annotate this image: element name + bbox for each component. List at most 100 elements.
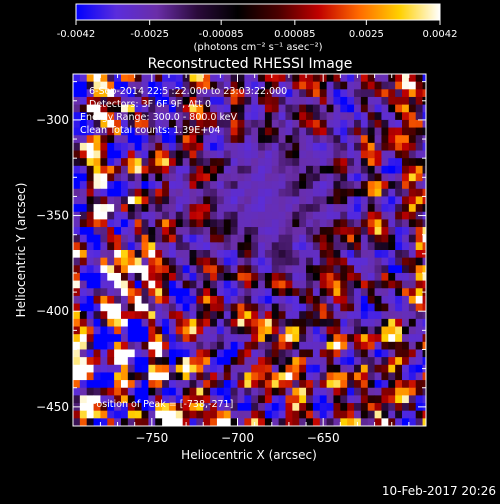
heatmap-pixel xyxy=(182,410,191,419)
heatmap-pixel xyxy=(374,173,382,182)
heatmap-pixel xyxy=(162,318,170,328)
heatmap-pixel xyxy=(251,334,259,343)
heatmap-pixel xyxy=(415,349,424,358)
heatmap-pixel xyxy=(340,104,348,113)
heatmap-pixel xyxy=(223,227,232,236)
heatmap-pixel xyxy=(374,150,382,159)
heatmap-pixel xyxy=(271,341,280,350)
heatmap-pixel xyxy=(120,158,129,167)
heatmap-pixel xyxy=(326,165,334,174)
heatmap-pixel xyxy=(347,196,355,205)
heatmap-pixel xyxy=(175,326,184,335)
heatmap-pixel xyxy=(86,265,95,274)
heatmap-pixel xyxy=(306,227,314,236)
heatmap-pixel xyxy=(196,242,204,251)
heatmap-pixel xyxy=(230,142,239,152)
heatmap-pixel xyxy=(107,387,115,396)
heatmap-pixel xyxy=(319,158,328,167)
heatmap-pixel xyxy=(148,181,156,190)
heatmap-pixel xyxy=(319,242,328,251)
heatmap-pixel xyxy=(93,135,101,144)
heatmap-pixel xyxy=(360,295,369,305)
heatmap-pixel xyxy=(278,257,286,266)
heatmap-pixel xyxy=(278,81,286,90)
heatmap-pixel xyxy=(422,242,426,251)
heatmap-pixel xyxy=(354,410,362,419)
heatmap-pixel xyxy=(148,204,156,213)
heatmap-pixel xyxy=(271,403,280,412)
heatmap-pixel xyxy=(134,357,143,366)
heatmap-pixel xyxy=(251,257,259,266)
heatmap-pixel xyxy=(216,219,225,228)
heatmap-pixel xyxy=(408,234,417,243)
heatmap-pixel xyxy=(258,96,266,106)
heatmap-pixel xyxy=(175,173,184,182)
heatmap-pixel xyxy=(114,372,122,381)
heatmap-pixel xyxy=(189,211,197,220)
heatmap-pixel xyxy=(182,295,191,305)
heatmap-pixel xyxy=(120,127,129,136)
heatmap-pixel xyxy=(196,227,204,236)
heatmap-pixel xyxy=(196,196,204,205)
heatmap-pixel xyxy=(264,265,273,274)
heatmap-pixel xyxy=(114,150,122,159)
heatmap-pixel xyxy=(196,357,204,366)
heatmap-pixel xyxy=(237,142,245,152)
heatmap-pixel xyxy=(230,196,239,205)
heatmap-pixel xyxy=(319,81,328,90)
heatmap-pixel xyxy=(347,150,355,159)
heatmap-pixel xyxy=(148,112,156,121)
heatmap-pixel xyxy=(79,326,88,335)
heatmap-pixel xyxy=(422,341,426,350)
heatmap-pixel xyxy=(299,211,307,220)
heatmap-pixel xyxy=(141,112,149,121)
heatmap-pixel xyxy=(374,272,382,282)
heatmap-pixel xyxy=(388,135,396,144)
heatmap-pixel xyxy=(127,387,136,396)
heatmap-pixel xyxy=(100,204,108,213)
heatmap-pixel xyxy=(292,196,300,205)
heatmap-pixel xyxy=(367,364,376,373)
heatmap-pixel xyxy=(367,135,376,144)
heatmap-pixel xyxy=(402,227,410,236)
heatmap-pixel xyxy=(141,272,149,282)
heatmap-pixel xyxy=(381,242,389,251)
heatmap-pixel xyxy=(395,403,403,412)
heatmap-pixel xyxy=(210,265,218,274)
heatmap-pixel xyxy=(100,173,108,182)
heatmap-pixel xyxy=(120,89,129,98)
heatmap-pixel xyxy=(100,357,108,366)
heatmap-pixel xyxy=(312,250,321,259)
heatmap-pixel xyxy=(258,112,266,121)
heatmap-pixel xyxy=(278,311,286,320)
heatmap-pixel xyxy=(258,119,266,129)
heatmap-pixel xyxy=(340,250,348,259)
heatmap-pixel xyxy=(134,173,143,182)
heatmap-pixel xyxy=(278,418,286,426)
heatmap-pixel xyxy=(223,188,232,197)
heatmap-pixel xyxy=(360,96,369,106)
heatmap-pixel xyxy=(374,372,382,381)
heatmap-pixel xyxy=(107,127,115,136)
heatmap-pixel xyxy=(271,242,280,251)
heatmap-pixel xyxy=(333,303,341,312)
heatmap-pixel xyxy=(175,418,184,426)
heatmap-pixel xyxy=(319,395,328,404)
heatmap-pixel xyxy=(264,418,273,426)
heatmap-pixel xyxy=(278,112,286,121)
heatmap-pixel xyxy=(340,418,348,426)
heatmap-pixel xyxy=(237,104,245,113)
heatmap-pixel xyxy=(114,234,122,243)
heatmap-pixel xyxy=(114,364,122,373)
heatmap-pixel xyxy=(148,173,156,182)
heatmap-pixel xyxy=(388,188,396,197)
heatmap-pixel xyxy=(367,234,376,243)
heatmap-pixel xyxy=(271,387,280,396)
heatmap-pixel xyxy=(100,364,108,373)
heatmap-pixel xyxy=(210,387,218,396)
heatmap-pixel xyxy=(326,272,334,282)
heatmap-pixel xyxy=(100,250,108,259)
heatmap-pixel xyxy=(189,104,197,113)
heatmap-pixel xyxy=(203,127,211,136)
heatmap-pixel xyxy=(216,280,225,289)
